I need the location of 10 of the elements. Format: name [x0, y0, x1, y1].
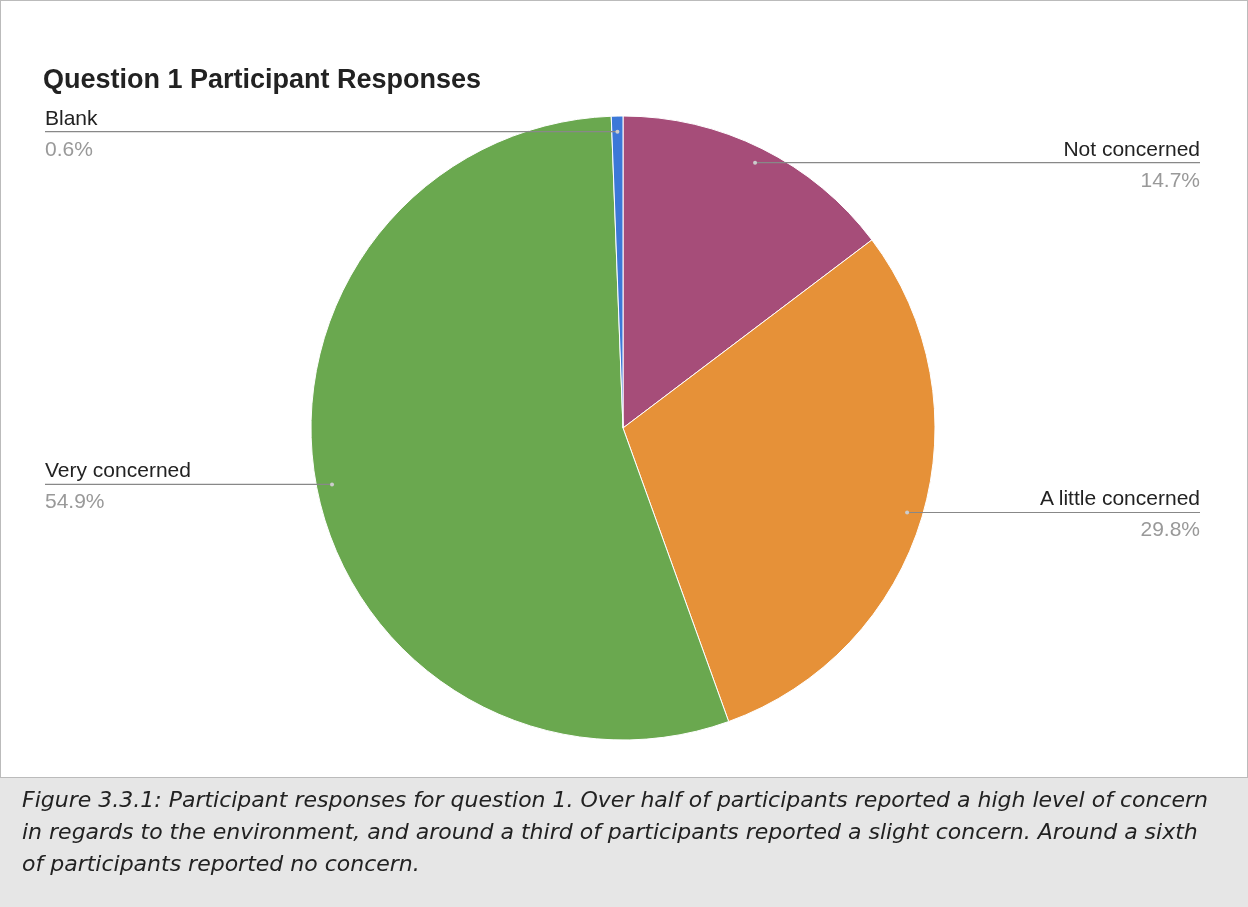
slice-label: Not concerned — [1063, 136, 1200, 160]
slice-label: Blank — [45, 105, 99, 129]
slice-label: Very concerned — [45, 458, 191, 482]
data-label: 29.8% — [1140, 517, 1200, 541]
data-label: 54.9% — [45, 489, 105, 513]
caption: Figure 3.3.1: Participant responses for question 1. Over half of participants reported a high level of concern in regards to the environment, and around a third of participants reported a slight concern. Around a sixth of participants reported no concern. — [22, 786, 1210, 878]
data-label: 0.6% — [45, 136, 93, 160]
data-label: 14.7% — [1140, 167, 1200, 191]
chart-title: Question 1 Participant Responses — [43, 64, 482, 94]
slice-label: A little concerned — [1040, 486, 1200, 510]
